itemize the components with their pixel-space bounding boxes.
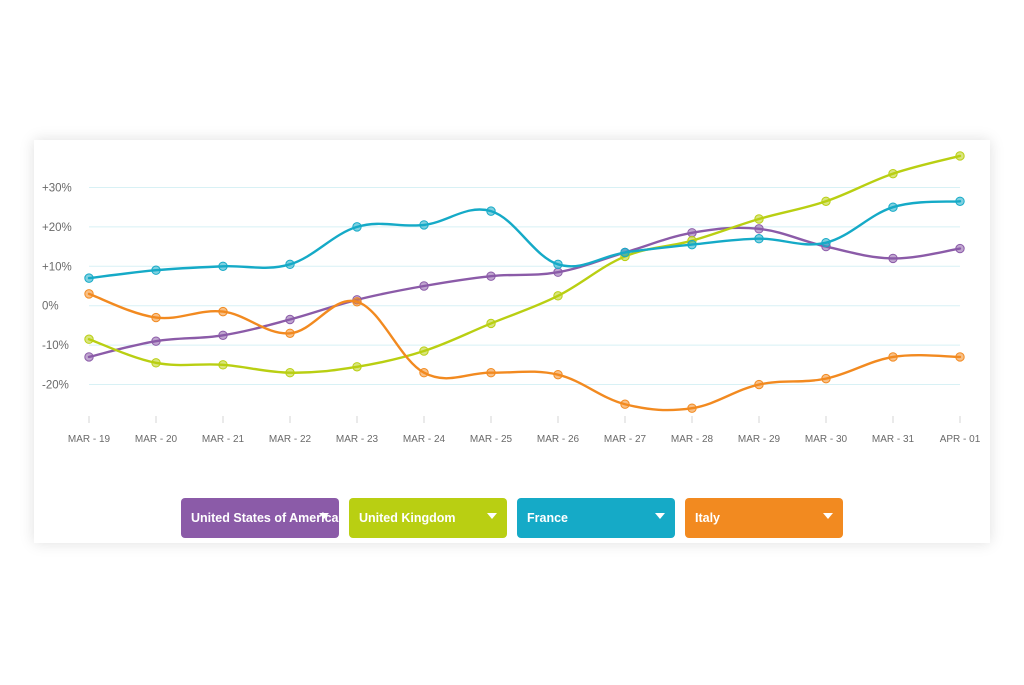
data-point[interactable] [888,168,898,179]
data-point[interactable] [553,267,563,277]
data-point[interactable] [352,297,362,307]
data-point[interactable] [486,368,496,378]
data-point[interactable] [754,224,764,234]
series-line [87,200,962,280]
data-point[interactable] [151,312,161,323]
x-tick-label: MAR - 26 [537,434,580,445]
data-point[interactable] [754,379,764,390]
series-united-states-of-america [84,224,965,362]
series-france [84,196,965,283]
data-point[interactable] [955,151,965,161]
y-tick-label: +10% [42,261,72,273]
data-point[interactable] [285,368,295,378]
x-tick-label: MAR - 27 [604,434,647,445]
series-select-label: France [527,511,568,525]
y-tick-label: 0% [42,301,59,313]
x-tick-label: MAR - 31 [872,434,915,445]
data-point[interactable] [553,259,563,270]
data-point[interactable] [419,346,429,356]
x-tick-label: MAR - 30 [805,434,848,445]
grid-layer [89,186,960,386]
chevron-down-icon[interactable] [823,513,833,519]
data-point[interactable] [553,291,563,301]
y-tick-label: +20% [42,222,72,234]
x-tick-label: MAR - 28 [671,434,714,445]
data-point[interactable] [84,334,94,344]
y-tick-label: -10% [42,340,69,352]
data-point[interactable] [955,243,965,254]
data-point[interactable] [821,196,831,206]
data-point[interactable] [888,253,898,264]
series-select-label: Italy [695,511,721,525]
x-tick-label: APR - 01 [940,434,981,445]
data-point[interactable] [352,222,362,232]
series-select-france[interactable]: France [517,498,675,538]
series-legend: United States of America United Kingdom … [34,498,990,538]
series-italy [84,289,965,413]
data-point[interactable] [687,228,697,238]
y-tick-label: -20% [42,380,69,392]
data-point[interactable] [84,352,94,362]
series-line [87,292,962,412]
data-point[interactable] [151,358,161,368]
x-tick-label: MAR - 24 [403,434,446,445]
data-point[interactable] [218,360,228,370]
y-axis-ticks: +30% +20% +10% 0% -10% -20% [42,182,72,391]
data-point[interactable] [754,234,764,244]
data-point[interactable] [821,237,831,248]
data-point[interactable] [888,202,898,212]
x-tick-label: MAR - 20 [135,434,178,445]
chevron-down-icon[interactable] [487,513,497,519]
x-tick-label: MAR - 29 [738,434,781,445]
series-line [87,154,962,374]
data-point[interactable] [285,314,295,325]
data-point[interactable] [553,369,563,380]
data-point[interactable] [285,328,295,338]
data-point[interactable] [419,368,429,378]
data-point[interactable] [687,239,697,250]
y-tick-label: +30% [42,182,72,194]
series-select-label: United Kingdom [359,511,456,525]
line-chart: +30%+20%+10%0%-10%-20% MAR - 19 MAR - 20 M… [42,151,981,445]
data-point[interactable] [955,352,965,362]
data-point[interactable] [486,271,496,281]
data-point[interactable] [419,220,429,230]
x-tick-label: MAR - 25 [470,434,513,445]
chevron-down-icon[interactable] [655,513,665,519]
data-point[interactable] [821,373,831,384]
data-point[interactable] [620,247,630,258]
data-point[interactable] [218,306,228,317]
chart-card: +30% +20% +10% 0% -10% -20% MAR - 19 MAR - 20 M… [34,140,990,543]
series-layer [84,151,965,413]
chevron-down-icon[interactable] [319,513,329,519]
series-select-label: United States of America [191,511,339,525]
data-point[interactable] [620,399,630,409]
data-point[interactable] [754,214,764,224]
series-select-italy[interactable]: Italy [685,498,843,538]
x-axis-ticks: MAR - 19 MAR - 20 MAR - 21 MAR - 22 MAR - 23… [68,416,981,445]
x-tick-label: MAR - 19 [68,434,111,445]
series-united-kingdom [84,151,965,378]
data-point[interactable] [84,289,94,299]
data-point[interactable] [151,265,161,275]
data-point[interactable] [151,336,161,346]
x-tick-label: MAR - 22 [269,434,312,445]
data-point[interactable] [486,206,496,216]
data-point[interactable] [352,362,362,372]
series-select-uk[interactable]: United Kingdom [349,498,507,538]
series-select-usa[interactable]: United States of America [181,498,339,538]
x-tick-label: MAR - 21 [202,434,245,445]
data-point[interactable] [955,196,965,206]
data-point[interactable] [486,318,496,329]
data-point[interactable] [285,259,295,270]
data-point[interactable] [218,261,228,271]
data-point[interactable] [888,352,898,362]
data-point[interactable] [218,330,228,340]
data-point[interactable] [419,281,429,291]
x-tick-label: MAR - 23 [336,434,379,445]
data-point[interactable] [84,273,94,283]
data-point[interactable] [687,403,697,413]
